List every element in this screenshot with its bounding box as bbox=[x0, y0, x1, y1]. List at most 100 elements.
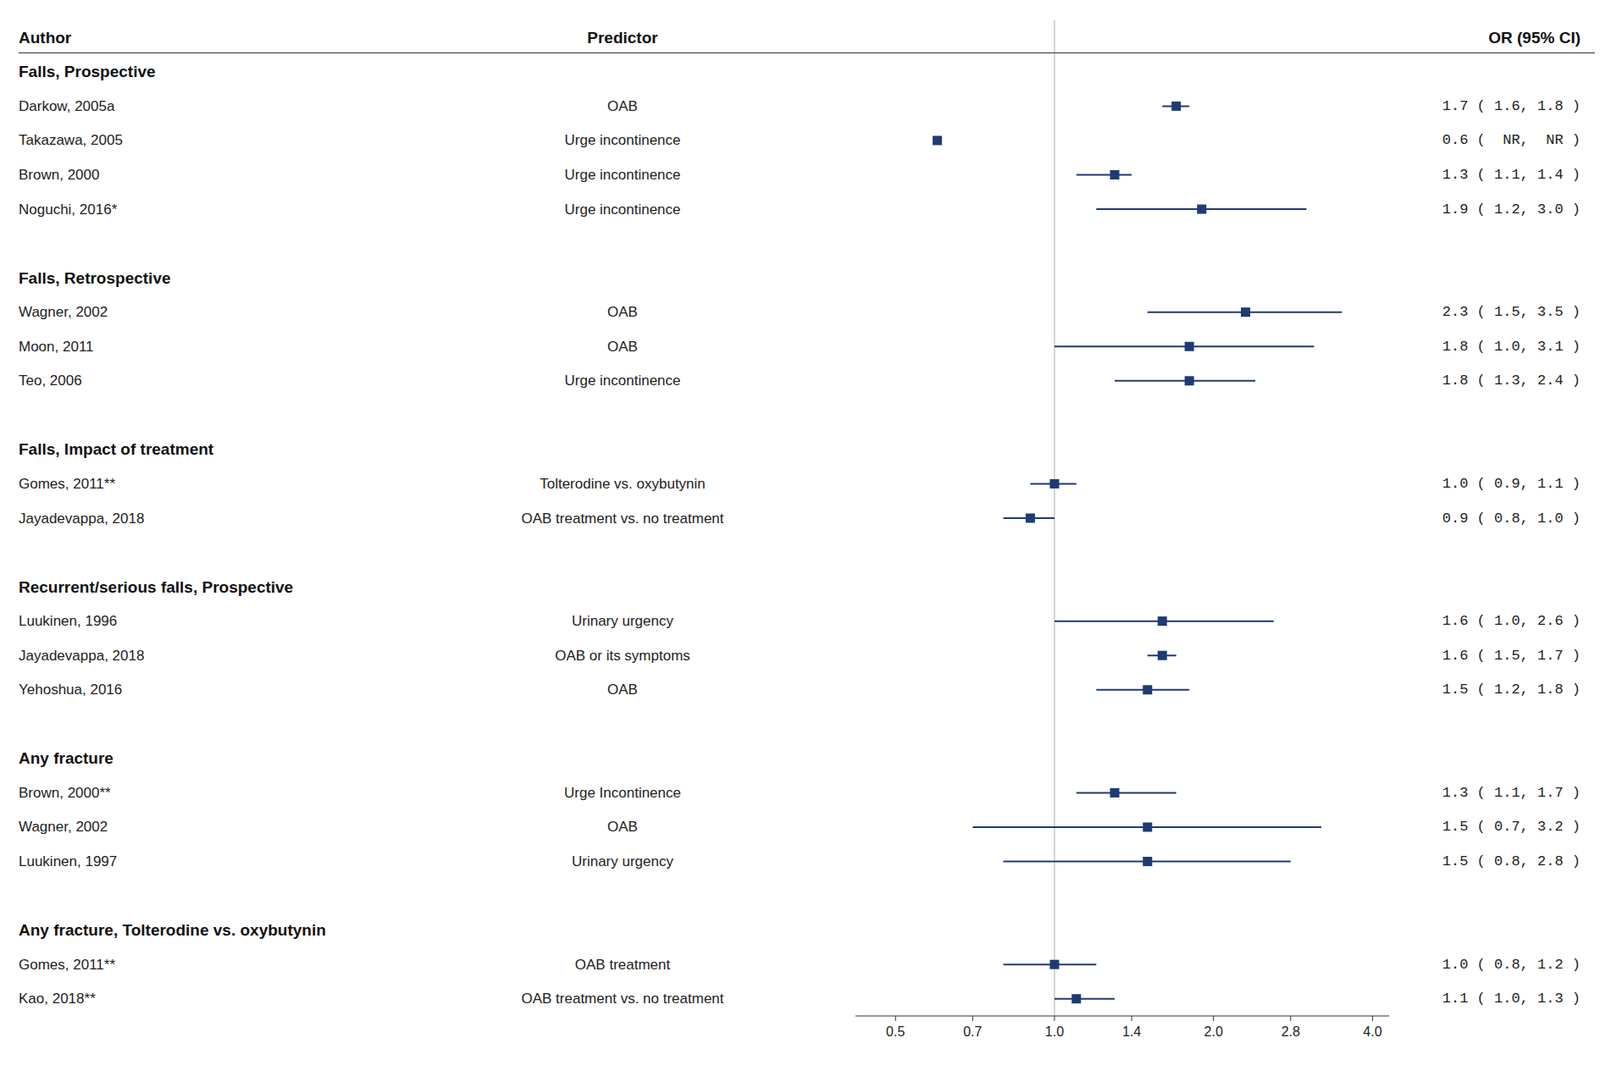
point-estimate bbox=[1142, 822, 1152, 832]
point-estimate bbox=[1142, 857, 1152, 867]
tick-label: 2.0 bbox=[1204, 1024, 1224, 1040]
tick-label: 2.8 bbox=[1281, 1024, 1301, 1040]
point-estimate bbox=[1142, 685, 1152, 695]
point-estimate bbox=[932, 135, 942, 145]
study-predictor: OAB bbox=[607, 819, 638, 836]
study-author: Jayadevappa, 2018 bbox=[18, 647, 144, 665]
header-rule bbox=[18, 52, 1595, 54]
point-estimate bbox=[1240, 307, 1251, 317]
study-predictor: OAB treatment vs. no treatment bbox=[520, 510, 724, 527]
confidence-interval bbox=[1076, 791, 1177, 794]
study-estimate-text: 1.9 ( 1.2, 3.0 ) bbox=[1442, 201, 1581, 218]
study-author: Wagner, 2002 bbox=[18, 819, 108, 836]
confidence-interval bbox=[1054, 345, 1314, 348]
study-predictor: Urge incontinence bbox=[564, 166, 681, 183]
study-predictor: Urge incontinence bbox=[564, 132, 681, 149]
tick-mark bbox=[1372, 1016, 1374, 1022]
column-header: OR (95% CI) bbox=[1488, 28, 1581, 47]
study-predictor: OAB bbox=[607, 681, 638, 698]
study-estimate-text: 0.6 ( NR, NR ) bbox=[1442, 132, 1581, 149]
table-text: Author Predictor OR (95% CI) Falls, Prospec… bbox=[18, 28, 1581, 1008]
study-author: Darkow, 2005a bbox=[18, 98, 116, 115]
study-author: Gomes, 2011** bbox=[18, 476, 116, 493]
point-estimate bbox=[1049, 479, 1059, 489]
tick-mark bbox=[1289, 1016, 1291, 1022]
tick-label: 0.5 bbox=[885, 1024, 905, 1040]
study-estimate-text: 1.5 ( 0.8, 2.8 ) bbox=[1442, 853, 1581, 870]
point-estimate bbox=[1049, 960, 1059, 970]
section-title: Any fracture, Tolterodine vs. oxybutynin bbox=[18, 921, 327, 940]
study-predictor: Urge incontinence bbox=[564, 372, 681, 389]
tick-label: 1.4 bbox=[1122, 1024, 1141, 1040]
study-estimate-text: 1.5 ( 0.7, 3.2 ) bbox=[1442, 819, 1581, 836]
study-estimate-text: 1.6 ( 1.5, 1.7 ) bbox=[1442, 647, 1581, 665]
study-predictor: Tolterodine vs. oxybutynin bbox=[539, 476, 706, 493]
forest-plot: Author Predictor OR (95% CI) Falls, Prospec… bbox=[0, 0, 1600, 1082]
section-title: Falls, Retrospective bbox=[18, 269, 172, 288]
study-predictor: Urinary urgency bbox=[571, 853, 674, 870]
point-estimate bbox=[1184, 376, 1195, 386]
study-author: Kao, 2018** bbox=[18, 991, 96, 1008]
point-estimate bbox=[1110, 788, 1120, 798]
plot-marks bbox=[932, 20, 1342, 1017]
study-estimate-text: 1.8 ( 1.0, 3.1 ) bbox=[1442, 338, 1581, 355]
study-author: Teo, 2006 bbox=[18, 372, 83, 389]
study-author: Jayadevappa, 2018 bbox=[18, 510, 144, 527]
study-predictor: Urinary urgency bbox=[571, 613, 674, 630]
tick-label: 1.0 bbox=[1045, 1024, 1064, 1040]
study-estimate-text: 1.8 ( 1.3, 2.4 ) bbox=[1442, 372, 1581, 389]
point-estimate bbox=[1025, 514, 1036, 524]
study-author: Luukinen, 1996 bbox=[18, 613, 117, 630]
study-predictor: OAB treatment bbox=[575, 957, 671, 974]
section-title: Falls, Prospective bbox=[18, 62, 156, 81]
study-predictor: Urge incontinence bbox=[564, 201, 681, 218]
study-estimate-text: 0.9 ( 0.8, 1.0 ) bbox=[1442, 510, 1581, 527]
point-estimate bbox=[1157, 616, 1168, 626]
study-author: Moon, 2011 bbox=[18, 338, 95, 355]
study-predictor: OAB treatment vs. no treatment bbox=[520, 991, 724, 1008]
axis-line bbox=[855, 1015, 1390, 1017]
section-title: Recurrent/serious falls, Prospective bbox=[18, 578, 294, 597]
point-estimate bbox=[1071, 994, 1081, 1004]
point-estimate bbox=[1157, 651, 1168, 661]
column-header: Predictor bbox=[586, 28, 659, 47]
column-header: Author bbox=[18, 28, 72, 47]
study-estimate-text: 2.3 ( 1.5, 3.5 ) bbox=[1442, 304, 1581, 321]
study-predictor: OAB or its symptoms bbox=[554, 647, 691, 665]
tick-mark bbox=[1053, 1016, 1055, 1022]
study-estimate-text: 1.0 ( 0.9, 1.1 ) bbox=[1442, 476, 1581, 493]
x-axis: 0.50.71.01.42.02.84.0 bbox=[855, 1016, 1390, 1040]
study-estimate-text: 1.5 ( 1.2, 1.8 ) bbox=[1442, 681, 1581, 698]
study-predictor: OAB bbox=[607, 98, 638, 115]
confidence-interval bbox=[1054, 998, 1115, 1001]
section-title: Any fracture bbox=[18, 749, 114, 768]
tick-label: 0.7 bbox=[963, 1024, 982, 1040]
study-author: Yehoshua, 2016 bbox=[18, 681, 122, 698]
study-author: Luukinen, 1997 bbox=[18, 853, 117, 870]
confidence-interval bbox=[1096, 689, 1190, 692]
study-predictor: OAB bbox=[607, 304, 638, 321]
study-estimate-text: 1.3 ( 1.1, 1.7 ) bbox=[1442, 785, 1581, 802]
study-estimate-text: 1.1 ( 1.0, 1.3 ) bbox=[1442, 991, 1581, 1008]
tick-mark bbox=[1131, 1016, 1133, 1022]
tick-mark bbox=[1212, 1016, 1214, 1022]
section-title: Falls, Impact of treatment bbox=[18, 440, 215, 459]
confidence-interval bbox=[1076, 173, 1132, 176]
study-author: Takazawa, 2005 bbox=[18, 132, 123, 149]
study-author: Wagner, 2002 bbox=[18, 304, 108, 321]
tick-mark bbox=[972, 1016, 974, 1022]
study-estimate-text: 1.3 ( 1.1, 1.4 ) bbox=[1442, 166, 1581, 183]
study-author: Noguchi, 2016* bbox=[18, 201, 118, 218]
point-estimate bbox=[1184, 342, 1195, 352]
study-author: Gomes, 2011** bbox=[18, 957, 116, 974]
study-estimate-text: 1.0 ( 0.8, 1.2 ) bbox=[1442, 957, 1581, 974]
confidence-interval bbox=[1003, 963, 1097, 966]
study-author: Brown, 2000 bbox=[18, 166, 100, 183]
point-estimate bbox=[1196, 204, 1207, 215]
point-estimate bbox=[1110, 170, 1120, 180]
study-author: Brown, 2000** bbox=[18, 785, 111, 802]
study-estimate-text: 1.7 ( 1.6, 1.8 ) bbox=[1442, 98, 1581, 115]
point-estimate bbox=[1171, 101, 1181, 111]
study-predictor: OAB bbox=[607, 338, 638, 355]
study-estimate-text: 1.6 ( 1.0, 2.6 ) bbox=[1442, 613, 1581, 630]
